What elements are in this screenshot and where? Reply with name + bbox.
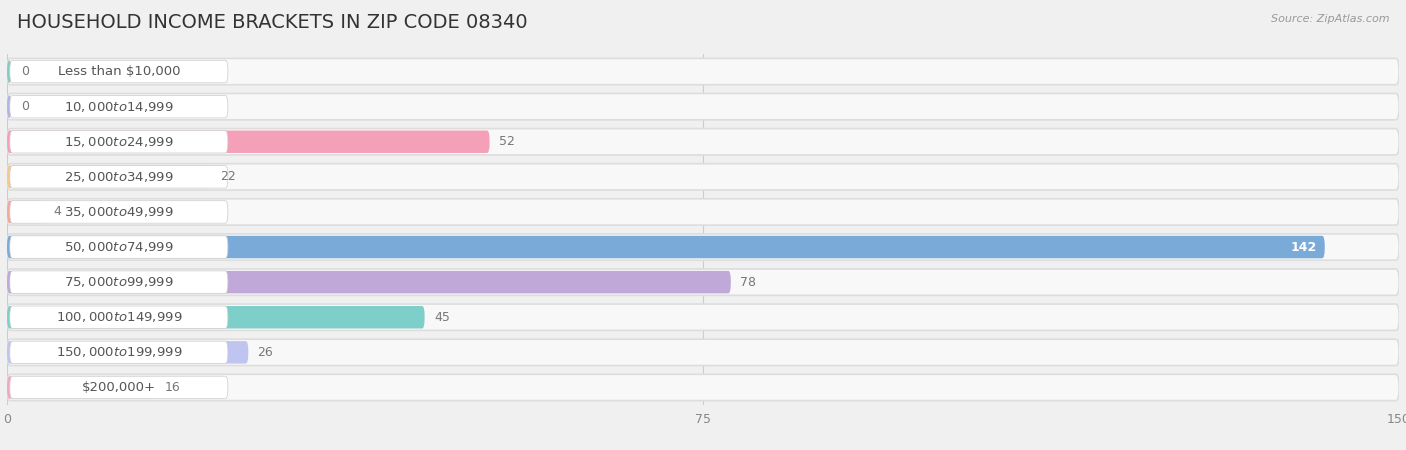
FancyBboxPatch shape	[10, 236, 228, 258]
Text: 52: 52	[499, 135, 515, 148]
FancyBboxPatch shape	[7, 95, 11, 118]
Text: 45: 45	[434, 311, 450, 324]
Text: $35,000 to $49,999: $35,000 to $49,999	[65, 205, 174, 219]
Text: $200,000+: $200,000+	[82, 381, 156, 394]
FancyBboxPatch shape	[10, 376, 228, 399]
FancyBboxPatch shape	[7, 341, 249, 364]
Text: $150,000 to $199,999: $150,000 to $199,999	[56, 345, 183, 360]
FancyBboxPatch shape	[7, 269, 1399, 295]
Text: $25,000 to $34,999: $25,000 to $34,999	[65, 170, 174, 184]
FancyBboxPatch shape	[7, 58, 1399, 85]
Text: $10,000 to $14,999: $10,000 to $14,999	[65, 99, 174, 114]
Text: 22: 22	[221, 171, 236, 183]
Text: $100,000 to $149,999: $100,000 to $149,999	[56, 310, 183, 324]
FancyBboxPatch shape	[10, 166, 228, 188]
FancyBboxPatch shape	[10, 130, 228, 153]
Text: 142: 142	[1291, 241, 1317, 253]
FancyBboxPatch shape	[7, 130, 489, 153]
Text: 0: 0	[21, 65, 30, 78]
FancyBboxPatch shape	[7, 374, 1399, 400]
Text: $75,000 to $99,999: $75,000 to $99,999	[65, 275, 174, 289]
FancyBboxPatch shape	[7, 129, 1399, 155]
Text: $50,000 to $74,999: $50,000 to $74,999	[65, 240, 174, 254]
FancyBboxPatch shape	[7, 271, 731, 293]
FancyBboxPatch shape	[7, 201, 44, 223]
FancyBboxPatch shape	[7, 199, 1399, 225]
Text: $15,000 to $24,999: $15,000 to $24,999	[65, 135, 174, 149]
FancyBboxPatch shape	[10, 201, 228, 223]
FancyBboxPatch shape	[7, 166, 211, 188]
Text: Less than $10,000: Less than $10,000	[58, 65, 180, 78]
FancyBboxPatch shape	[7, 306, 425, 328]
FancyBboxPatch shape	[7, 376, 156, 399]
Text: 0: 0	[21, 100, 30, 113]
Text: 26: 26	[257, 346, 273, 359]
FancyBboxPatch shape	[10, 271, 228, 293]
Text: 4: 4	[53, 206, 62, 218]
FancyBboxPatch shape	[7, 164, 1399, 190]
FancyBboxPatch shape	[10, 306, 228, 328]
FancyBboxPatch shape	[10, 95, 228, 118]
Text: 78: 78	[740, 276, 756, 288]
Text: HOUSEHOLD INCOME BRACKETS IN ZIP CODE 08340: HOUSEHOLD INCOME BRACKETS IN ZIP CODE 08…	[17, 14, 527, 32]
FancyBboxPatch shape	[7, 234, 1399, 260]
Text: Source: ZipAtlas.com: Source: ZipAtlas.com	[1271, 14, 1389, 23]
FancyBboxPatch shape	[10, 60, 228, 83]
Text: 16: 16	[165, 381, 180, 394]
FancyBboxPatch shape	[7, 236, 1324, 258]
FancyBboxPatch shape	[7, 304, 1399, 330]
FancyBboxPatch shape	[7, 339, 1399, 365]
FancyBboxPatch shape	[7, 94, 1399, 120]
FancyBboxPatch shape	[10, 341, 228, 364]
FancyBboxPatch shape	[7, 60, 11, 83]
